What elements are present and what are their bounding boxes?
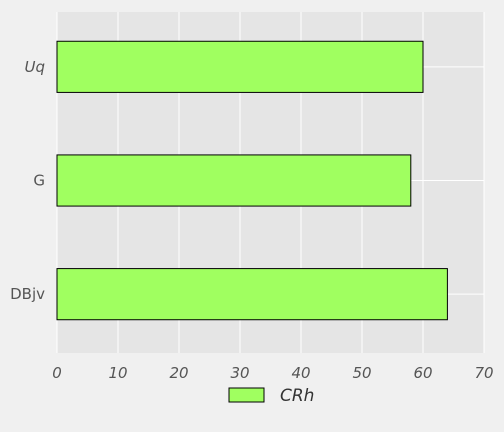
x-tick-label-0: 0: [52, 364, 62, 382]
bar-dbjv: [56, 268, 448, 321]
x-tick-label-60: 60: [413, 364, 432, 382]
bar-g: [56, 154, 412, 207]
y-tick-labels: Uq G DBjv: [10, 58, 45, 303]
legend-label: CRh: [280, 386, 314, 406]
x-tick-label-70: 70: [474, 364, 493, 382]
y-tick-label-uq: Uq: [24, 58, 45, 76]
y-tick-label-dbjv: DBjv: [10, 285, 45, 303]
x-tick-label-30: 30: [230, 364, 249, 382]
legend-swatch: [228, 387, 265, 403]
x-tick-label-10: 10: [108, 364, 127, 382]
x-tick-label-40: 40: [291, 364, 310, 382]
x-tick-labels: 0 10 20 30 40 50 60 70: [52, 364, 493, 382]
x-tick-label-50: 50: [352, 364, 371, 382]
x-tick-label-20: 20: [169, 364, 188, 382]
bar-uq: [56, 40, 424, 93]
y-tick-label-g: G: [33, 172, 45, 190]
legend: CRh: [228, 386, 314, 406]
bars: [56, 40, 448, 321]
